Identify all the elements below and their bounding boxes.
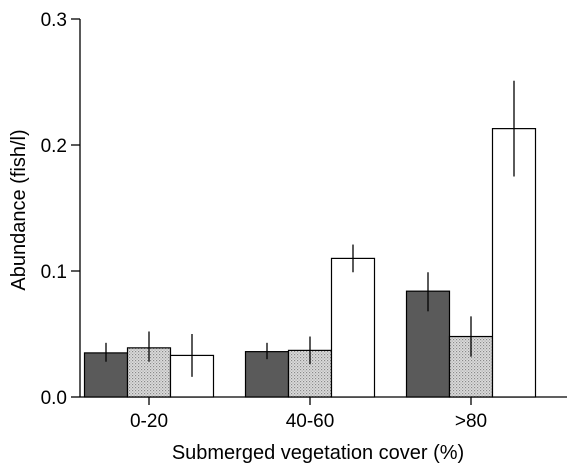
x-axis-title: Submerged vegetation cover (%) xyxy=(172,442,464,464)
plot-area: 0.0 0.1 0.2 0.3 0-20 40-60 >80 xyxy=(41,10,567,432)
bar xyxy=(330,257,376,398)
y-tick-label: 0.1 xyxy=(41,262,67,283)
y-axis-title: Abundance (fish/l) xyxy=(8,129,30,290)
x-tick-label: 40-60 xyxy=(286,411,335,432)
x-tick-label: >80 xyxy=(455,411,487,432)
y-tick-label: 0.2 xyxy=(41,136,67,157)
x-tick-label: 0-20 xyxy=(130,411,168,432)
y-tick-label: 0.3 xyxy=(41,10,67,31)
y-tick-label: 0.0 xyxy=(41,388,67,409)
